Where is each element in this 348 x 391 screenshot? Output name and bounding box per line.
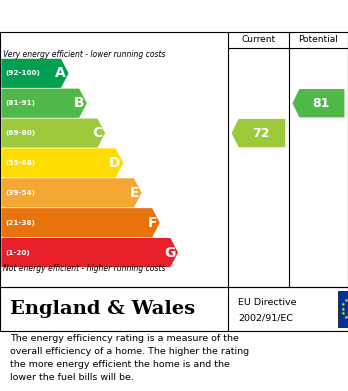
Polygon shape [1,208,160,237]
Text: Not energy efficient - higher running costs: Not energy efficient - higher running co… [3,264,166,273]
Text: Current: Current [241,36,276,45]
Text: ★: ★ [340,307,345,312]
Polygon shape [1,118,105,148]
Text: 81: 81 [312,97,329,110]
Text: ★: ★ [341,311,346,316]
Text: England & Wales: England & Wales [10,300,196,318]
Polygon shape [1,149,123,178]
Polygon shape [232,119,285,147]
Text: G: G [164,246,175,260]
Text: EU Directive: EU Directive [238,298,297,307]
Text: (1-20): (1-20) [6,249,30,256]
Text: ★: ★ [347,297,348,301]
Text: (69-80): (69-80) [6,130,36,136]
Text: (55-68): (55-68) [6,160,36,166]
Text: ★: ★ [347,316,348,321]
Text: F: F [148,216,157,230]
Text: C: C [92,126,102,140]
Text: B: B [73,96,84,110]
Polygon shape [1,178,142,207]
Text: 2002/91/EC: 2002/91/EC [238,313,293,322]
Text: The energy efficiency rating is a measure of the
overall efficiency of a home. T: The energy efficiency rating is a measur… [10,334,250,382]
Polygon shape [1,89,87,118]
Text: ★: ★ [341,301,346,307]
Text: (39-54): (39-54) [6,190,35,196]
Text: (21-38): (21-38) [6,220,35,226]
Text: Very energy efficient - lower running costs: Very energy efficient - lower running co… [3,50,166,59]
Text: Potential: Potential [299,36,338,45]
Bar [338,291,348,326]
Text: A: A [55,66,66,80]
Text: D: D [109,156,120,170]
Polygon shape [1,238,178,267]
Text: (81-91): (81-91) [6,100,35,106]
Polygon shape [292,89,345,117]
Text: E: E [129,186,139,200]
Text: Energy Efficiency Rating: Energy Efficiency Rating [7,9,217,23]
Text: (92-100): (92-100) [6,70,40,76]
Text: ★: ★ [343,298,348,303]
Polygon shape [1,59,69,88]
Text: 72: 72 [252,127,269,140]
Text: ★: ★ [343,315,348,320]
